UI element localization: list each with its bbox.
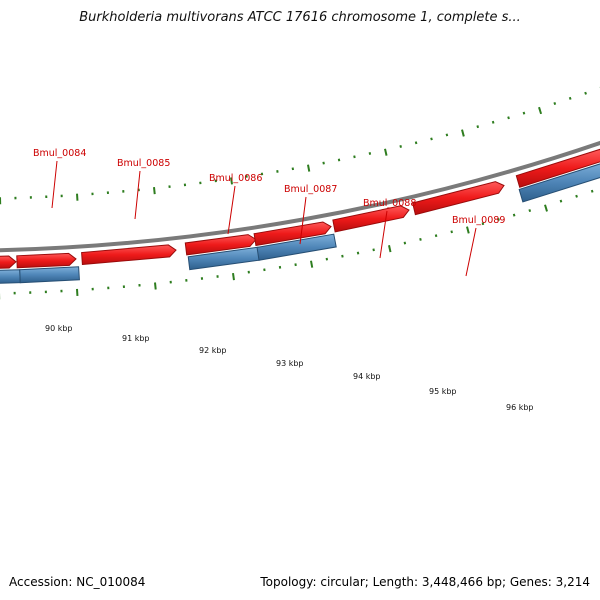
inner-minor-tick — [414, 141, 418, 145]
inner-minor-tick — [584, 91, 587, 95]
tick-label-96kbp: 96 kbp — [506, 403, 534, 412]
outer-minor-tick — [481, 222, 485, 226]
tick-label-91kbp: 91 kbp — [122, 334, 150, 343]
reverse-gene-block[interactable] — [256, 233, 337, 261]
inner-minor-tick — [476, 125, 480, 129]
inner-minor-tick — [491, 120, 495, 124]
forward-gene-arrow[interactable] — [515, 148, 600, 188]
gene-label-bmul-0086[interactable]: Bmul_0086 — [209, 173, 262, 184]
gene-label-bmul-0089[interactable]: Bmul_0089 — [452, 215, 505, 226]
inner-major-tick — [538, 106, 543, 115]
outer-minor-tick — [512, 213, 516, 217]
outer-major-tick — [466, 226, 470, 234]
outer-major-tick — [154, 282, 157, 290]
reverse-gene-block[interactable] — [518, 161, 600, 203]
outer-major-tick — [544, 204, 548, 212]
genome-stats-text: Topology: circular; Length: 3,448,466 bp… — [260, 575, 590, 589]
outer-minor-tick — [372, 248, 375, 252]
forward-strand-genes — [0, 148, 600, 269]
forward-gene-arrow[interactable] — [81, 244, 177, 266]
inner-major-tick — [461, 129, 465, 137]
gene-label-pointer — [379, 210, 388, 259]
reverse-strand-genes — [0, 161, 600, 284]
inner-minor-tick — [445, 133, 449, 137]
tick-label-90kbp: 90 kbp — [45, 324, 73, 333]
gene-label-pointers — [51, 160, 477, 277]
inner-minor-tick — [568, 96, 572, 100]
tick-label-93kbp: 93 kbp — [276, 359, 304, 368]
outer-minor-tick — [528, 209, 532, 213]
outer-major-tick — [310, 260, 314, 268]
inner-major-tick — [307, 164, 311, 172]
inner-major-tick — [384, 148, 388, 156]
inner-minor-tick — [430, 137, 433, 141]
inner-minor-tick — [368, 152, 372, 155]
forward-gene-arrow[interactable] — [0, 255, 17, 269]
inner-tick-track — [0, 86, 600, 205]
outer-minor-tick — [590, 189, 594, 193]
gene-label-pointer — [51, 160, 58, 209]
inner-minor-tick — [553, 101, 557, 105]
inner-major-tick — [153, 187, 156, 195]
outer-major-tick — [232, 273, 235, 281]
tick-label-95kbp: 95 kbp — [429, 387, 457, 396]
gene-label-pointer — [134, 170, 141, 220]
forward-gene-arrow[interactable] — [332, 205, 410, 233]
forward-gene-arrow[interactable] — [16, 252, 77, 269]
inner-minor-tick — [399, 145, 402, 148]
outer-minor-tick — [559, 199, 563, 203]
forward-gene-arrow[interactable] — [412, 181, 505, 216]
reverse-gene-block[interactable] — [0, 269, 21, 284]
reverse-gene-block[interactable] — [19, 266, 80, 284]
tick-label-94kbp: 94 kbp — [353, 372, 381, 381]
gene-label-pointer — [227, 185, 236, 235]
forward-gene-arrow[interactable] — [253, 221, 332, 247]
outer-major-tick — [388, 245, 392, 253]
outer-minor-tick — [450, 230, 453, 234]
inner-minor-tick — [522, 111, 526, 115]
outer-minor-tick — [434, 234, 438, 238]
forward-gene-arrow[interactable] — [184, 234, 257, 256]
gene-label-pointer — [299, 196, 307, 245]
inner-major-tick — [230, 177, 233, 185]
outer-minor-tick — [575, 194, 578, 198]
map-title: Burkholderia multivorans ATCC 17616 chro… — [79, 10, 521, 25]
outer-minor-tick — [403, 241, 407, 245]
gene-label-bmul-0084[interactable]: Bmul_0084 — [33, 148, 86, 159]
gene-label-bmul-0088[interactable]: Bmul_0088 — [363, 198, 416, 209]
chromosome-backbone — [0, 140, 600, 253]
inner-minor-tick — [353, 155, 356, 159]
tick-label-92kbp: 92 kbp — [199, 346, 227, 355]
gene-label-bmul-0085[interactable]: Bmul_0085 — [117, 158, 170, 169]
outer-minor-tick — [497, 217, 500, 221]
gene-label-pointer — [465, 227, 477, 277]
accession-text: Accession: NC_010084 — [9, 575, 146, 589]
outer-minor-tick — [419, 237, 422, 241]
gene-label-bmul-0087[interactable]: Bmul_0087 — [284, 184, 337, 195]
outer-tick-track — [0, 189, 594, 300]
inner-minor-tick — [507, 116, 510, 120]
